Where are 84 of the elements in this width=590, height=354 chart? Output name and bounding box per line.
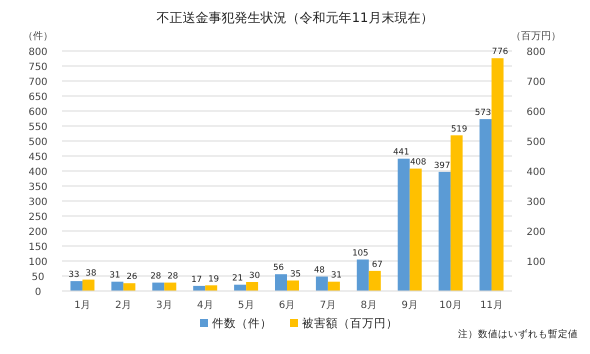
bar bbox=[410, 168, 422, 291]
data-label: 17 bbox=[191, 274, 202, 285]
y-tick-label: 250 bbox=[28, 212, 48, 223]
bar bbox=[123, 283, 136, 291]
y2-axis-title: （百万円） bbox=[511, 31, 561, 42]
bar bbox=[164, 282, 176, 291]
y-tick-label: 700 bbox=[28, 77, 48, 88]
x-tick-label: 6月 bbox=[278, 300, 296, 311]
legend-label: 被害額（百万円） bbox=[302, 316, 398, 330]
text: 注）数値はいずれも暫定値 bbox=[458, 328, 578, 340]
bar bbox=[70, 281, 82, 291]
bar bbox=[398, 158, 410, 291]
data-label: 573 bbox=[474, 108, 492, 118]
data-label: 28 bbox=[167, 272, 178, 282]
bar bbox=[450, 135, 463, 291]
y-tick-label: 0 bbox=[34, 287, 42, 298]
y-tick-label: 750 bbox=[28, 62, 48, 73]
data-label: 31 bbox=[330, 270, 342, 281]
y-tick-label: 200 bbox=[28, 227, 48, 238]
y-tick-label: 450 bbox=[28, 152, 48, 163]
data-label: 408 bbox=[410, 158, 426, 168]
y2-tick-label: 300 bbox=[526, 197, 546, 208]
y2-tick-label: 700 bbox=[526, 77, 546, 88]
x-tick-label: 4月 bbox=[196, 300, 214, 311]
bar bbox=[316, 276, 328, 291]
y-tick-label: 600 bbox=[28, 107, 48, 118]
legend-label: 件数（件） bbox=[212, 316, 272, 330]
x-tick-label: 3月 bbox=[156, 300, 172, 311]
y-tick-label: 550 bbox=[28, 122, 48, 133]
bar bbox=[82, 280, 94, 291]
y-tick-label: 350 bbox=[28, 182, 48, 193]
y-tick-label: 800 bbox=[28, 47, 48, 58]
x-tick-label: 5月 bbox=[238, 300, 254, 311]
chart-title: 不正送金事犯発生状況（令和元年11月末現在） bbox=[156, 11, 434, 26]
y-tick-label: 400 bbox=[28, 167, 48, 178]
y-tick-label: 650 bbox=[28, 92, 48, 103]
x-tick-label: 2月 bbox=[115, 300, 132, 311]
data-label: 31 bbox=[109, 270, 120, 281]
bar bbox=[356, 260, 369, 291]
bar bbox=[438, 172, 451, 291]
data-label: 26 bbox=[126, 272, 138, 282]
y-tick-label: 150 bbox=[28, 242, 48, 253]
y-tick-label: 300 bbox=[28, 197, 48, 208]
data-label: 30 bbox=[249, 271, 260, 281]
x-tick-label: 1月 bbox=[74, 300, 91, 311]
data-label: 21 bbox=[232, 274, 244, 284]
data-label: 776 bbox=[492, 47, 508, 58]
y2-tick-label: 200 bbox=[526, 227, 546, 238]
bar bbox=[328, 282, 340, 291]
y2-tick-label: 500 bbox=[526, 137, 546, 148]
x-tick-label: 9月 bbox=[402, 300, 418, 311]
x-tick-label: 11月 bbox=[480, 300, 503, 311]
y2-tick-label: 400 bbox=[526, 167, 546, 178]
bar bbox=[287, 280, 299, 291]
data-label: 441 bbox=[393, 148, 410, 158]
data-label: 48 bbox=[314, 266, 325, 276]
data-label: 38 bbox=[86, 268, 96, 279]
bar bbox=[480, 119, 492, 291]
bar bbox=[246, 282, 258, 291]
x-tick-label: 8月 bbox=[360, 300, 378, 311]
bar bbox=[152, 282, 164, 291]
y-tick-label: 500 bbox=[28, 137, 48, 148]
y2-tick-label: 100 bbox=[526, 257, 546, 268]
y-tick-label: 50 bbox=[32, 272, 44, 283]
bar bbox=[275, 274, 287, 291]
data-label: 33 bbox=[68, 270, 80, 280]
data-label: 56 bbox=[273, 263, 284, 274]
data-label: 67 bbox=[372, 260, 383, 270]
bar bbox=[111, 282, 124, 291]
bar bbox=[368, 270, 381, 291]
data-label: 105 bbox=[352, 248, 368, 258]
bar bbox=[492, 58, 504, 291]
data-label: 35 bbox=[290, 270, 301, 280]
y-axis-title: （件） bbox=[23, 31, 53, 42]
data-label: 28 bbox=[150, 272, 162, 282]
data-label: 519 bbox=[451, 124, 468, 134]
y2-tick-label: 600 bbox=[526, 107, 546, 118]
data-label: 397 bbox=[434, 160, 450, 171]
x-tick-label: 10月 bbox=[439, 300, 462, 311]
x-tick-label: 7月 bbox=[320, 300, 336, 311]
bar bbox=[234, 284, 246, 291]
data-label: 19 bbox=[208, 274, 220, 284]
y2-tick-label: 800 bbox=[526, 47, 546, 58]
y-tick-label: 100 bbox=[28, 257, 48, 268]
